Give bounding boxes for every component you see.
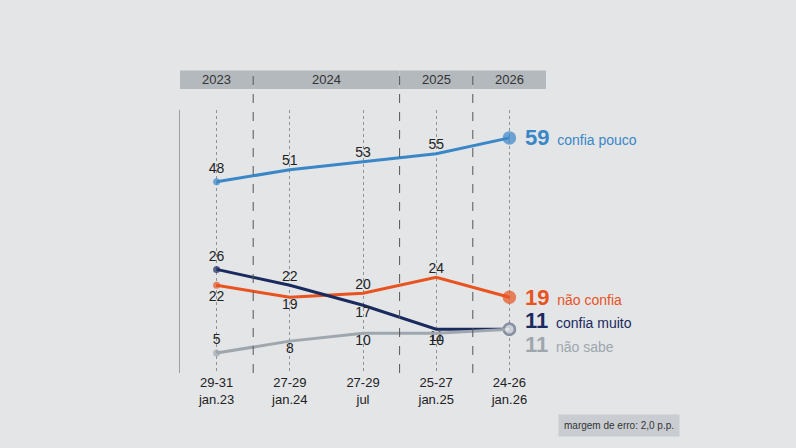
svg-text:22: 22 bbox=[282, 268, 298, 284]
svg-text:55: 55 bbox=[428, 136, 444, 152]
svg-text:19: 19 bbox=[282, 296, 298, 312]
svg-text:17: 17 bbox=[355, 304, 371, 320]
svg-text:25-27jan.25: 25-27jan.25 bbox=[417, 375, 453, 407]
svg-text:26: 26 bbox=[209, 248, 225, 264]
svg-text:22: 22 bbox=[209, 288, 225, 304]
svg-text:11 não sabe: 11 não sabe bbox=[525, 332, 614, 357]
svg-text:59 confia pouco: 59 confia pouco bbox=[525, 125, 637, 150]
svg-text:2026: 2026 bbox=[495, 72, 524, 87]
svg-text:11 confia muito: 11 confia muito bbox=[525, 308, 632, 333]
svg-text:2024: 2024 bbox=[312, 72, 341, 87]
svg-text:5: 5 bbox=[213, 331, 221, 347]
svg-text:2025: 2025 bbox=[422, 72, 451, 87]
svg-text:48: 48 bbox=[209, 160, 225, 176]
svg-text:10: 10 bbox=[355, 332, 371, 348]
svg-text:19 não confia: 19 não confia bbox=[525, 285, 622, 310]
svg-text:53: 53 bbox=[355, 144, 371, 160]
svg-text:11: 11 bbox=[429, 328, 444, 344]
svg-text:24-26jan.26: 24-26jan.26 bbox=[491, 375, 527, 407]
svg-text:24: 24 bbox=[428, 260, 444, 276]
svg-text:51: 51 bbox=[282, 152, 298, 168]
svg-text:27-29jan.24: 27-29jan.24 bbox=[271, 375, 307, 407]
svg-text:20: 20 bbox=[355, 276, 371, 292]
svg-text:8: 8 bbox=[286, 340, 294, 356]
svg-text:2023: 2023 bbox=[202, 72, 231, 87]
svg-text:27-29jul: 27-29jul bbox=[346, 375, 379, 407]
svg-text:29-31jan.23: 29-31jan.23 bbox=[198, 375, 234, 407]
svg-text:margem de erro: 2,0 p.p.: margem de erro: 2,0 p.p. bbox=[564, 420, 674, 431]
svg-text:10: 10 bbox=[428, 332, 444, 348]
